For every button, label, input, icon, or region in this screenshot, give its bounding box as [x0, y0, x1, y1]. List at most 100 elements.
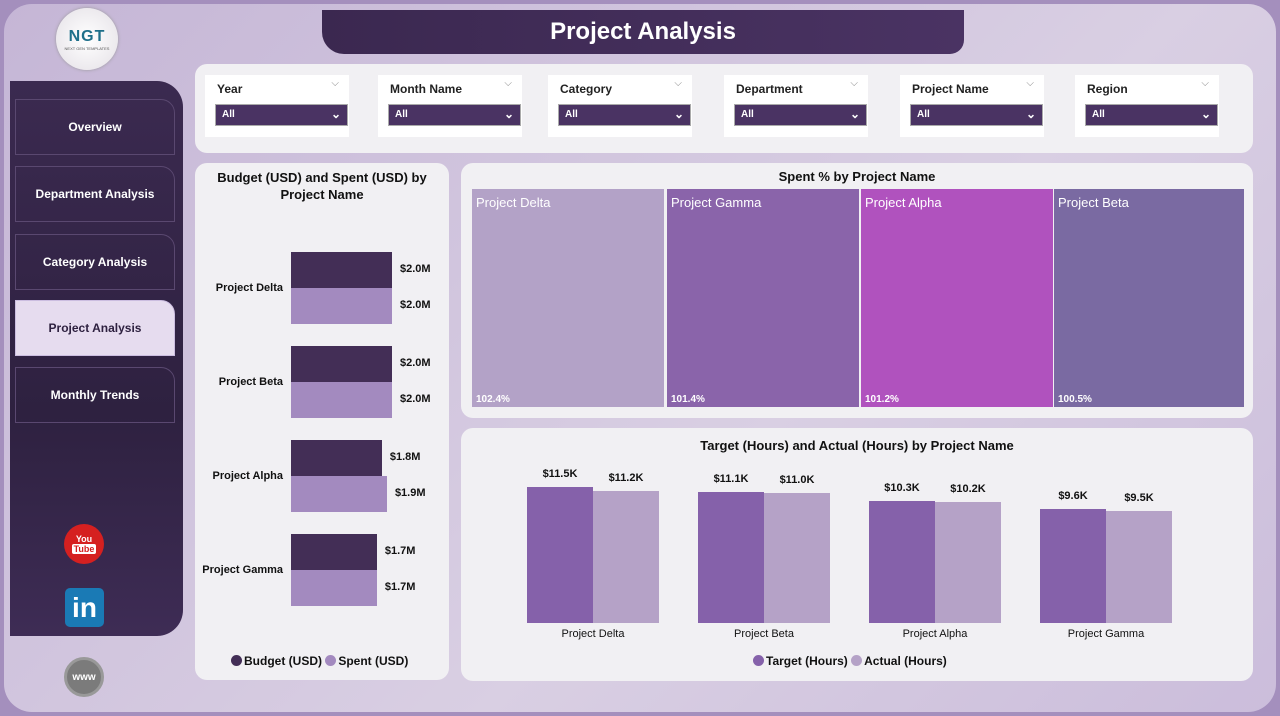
legend-spent-swatch — [325, 655, 337, 666]
tile-value: 101.2% — [865, 394, 899, 405]
nav-project-analysis[interactable]: Project Analysis — [15, 300, 175, 356]
treemap-tile[interactable]: Project Delta 102.4% — [472, 189, 664, 407]
column-target — [527, 486, 593, 623]
slicer-dropdown[interactable]: All ⌄ — [910, 104, 1043, 126]
column-actual — [935, 502, 1001, 623]
chart-title: Spent % by Project Name — [778, 169, 936, 184]
slicer-label: Year — [217, 82, 243, 96]
slicer-label: Project Name — [912, 82, 989, 96]
dropdown-value: All — [917, 109, 930, 120]
data-label: $10.3K — [884, 482, 920, 495]
tile-value: 100.5% — [1058, 394, 1092, 405]
data-label: $2.0M — [400, 357, 431, 369]
tile-label: Project Gamma — [671, 195, 762, 210]
legend: Budget (USD) Spent (USD) — [231, 654, 408, 668]
slicer-department[interactable]: Department ⌵ All ⌄ — [724, 75, 868, 137]
bar-spent — [291, 476, 387, 512]
chevron-down-icon[interactable]: ⌵ — [1026, 78, 1034, 89]
dropdown-value: All — [222, 109, 235, 120]
data-label: $11.1K — [713, 472, 749, 485]
data-label: $11.2K — [608, 471, 644, 484]
data-label: $1.7M — [384, 545, 416, 557]
legend-target-swatch — [753, 655, 764, 666]
tile-label: Project Delta — [476, 195, 551, 210]
data-label: $2.0M — [400, 299, 431, 311]
tile-value: 101.4% — [671, 394, 705, 405]
category-label: Project Beta — [734, 628, 794, 640]
chart-title: Target (Hours) and Actual (Hours) by Pro… — [700, 438, 1014, 453]
data-label: $11.5K — [542, 467, 578, 480]
data-label: $2.0M — [400, 393, 431, 405]
dropdown-value: All — [741, 109, 754, 120]
data-label: $2.0M — [400, 263, 431, 275]
slicer-project-name[interactable]: Project Name ⌵ All ⌄ — [900, 75, 1044, 137]
legend-budget-swatch — [231, 655, 242, 666]
column-actual — [1106, 510, 1172, 623]
bar-budget — [291, 440, 382, 476]
nav-category-analysis[interactable]: Category Analysis — [15, 234, 175, 290]
category-label: Project Gamma — [1067, 628, 1145, 640]
dropdown-value: All — [565, 109, 578, 120]
slicer-label: Category — [560, 82, 613, 96]
ngt-logo: NGT NEXT GEN TEMPLATES — [56, 8, 118, 70]
treemap-tile[interactable]: Project Gamma 101.4% — [667, 189, 859, 407]
column-actual — [593, 490, 659, 623]
slicer-label: Month Name — [390, 82, 462, 96]
chevron-down-icon: ⌄ — [1025, 107, 1036, 121]
globe-www-icon[interactable]: www — [64, 657, 104, 697]
data-label: $10.2K — [950, 483, 986, 496]
data-label: $9.5K — [1124, 491, 1154, 504]
data-label: $11.0K — [779, 473, 815, 486]
chevron-down-icon[interactable]: ⌵ — [504, 78, 512, 89]
page-title: Project Analysis — [322, 10, 964, 54]
category-label: Project Alpha — [212, 470, 284, 482]
bar-spent — [291, 382, 392, 418]
slicer-label: Department — [736, 82, 803, 96]
slicer-dropdown[interactable]: All ⌄ — [1085, 104, 1218, 126]
youtube-icon[interactable]: You Tube — [64, 524, 104, 564]
nav-department-analysis[interactable]: Department Analysis — [15, 166, 175, 222]
column-target — [869, 501, 935, 623]
slicer-dropdown[interactable]: All ⌄ — [734, 104, 867, 126]
data-label: $1.9M — [394, 487, 426, 499]
category-label: Project Gamma — [202, 564, 283, 576]
legend: Target (Hours) Actual (Hours) — [753, 654, 947, 668]
chevron-down-icon: ⌄ — [1200, 107, 1211, 121]
slicer-category[interactable]: Category ⌵ All ⌄ — [548, 75, 692, 137]
chevron-down-icon: ⌄ — [673, 107, 684, 121]
slicer-dropdown[interactable]: All ⌄ — [558, 104, 691, 126]
tile-label: Project Beta — [1058, 195, 1129, 210]
nav-monthly-trends[interactable]: Monthly Trends — [15, 367, 175, 423]
category-label: Project Delta — [215, 282, 283, 294]
slicer-year[interactable]: Year ⌵ All ⌄ — [205, 75, 349, 137]
data-label: $9.6K — [1058, 490, 1088, 503]
chevron-down-icon[interactable]: ⌵ — [331, 78, 339, 89]
slicer-dropdown[interactable]: All ⌄ — [215, 104, 348, 126]
chevron-down-icon: ⌄ — [503, 107, 514, 121]
chevron-down-icon[interactable]: ⌵ — [850, 78, 858, 89]
treemap-tile[interactable]: Project Alpha 101.2% — [861, 189, 1053, 407]
slicer-month-name[interactable]: Month Name ⌵ All ⌄ — [378, 75, 522, 137]
chart-title: Budget (USD) and Spent (USD) by Project … — [217, 170, 427, 202]
bar-budget — [291, 252, 392, 288]
category-label: Project Alpha — [902, 628, 968, 640]
category-label: Project Delta — [561, 628, 625, 640]
slicer-dropdown[interactable]: All ⌄ — [388, 104, 521, 126]
column-actual — [764, 492, 830, 623]
budget-spent-chart: Budget (USD) and Spent (USD) by Project … — [195, 163, 449, 680]
tile-label: Project Alpha — [865, 195, 942, 210]
chevron-down-icon[interactable]: ⌵ — [1201, 78, 1209, 89]
legend-actual-swatch — [851, 655, 863, 666]
dropdown-value: All — [395, 109, 408, 120]
bar-budget — [291, 346, 392, 382]
data-label: $1.8M — [389, 451, 421, 463]
data-label: $1.7M — [384, 581, 416, 593]
filter-panel: Year ⌵ All ⌄ Month Name ⌵ All ⌄ Category ⌵ All ⌄ Dep… — [195, 64, 1253, 153]
linkedin-icon[interactable]: in — [65, 588, 104, 627]
treemap-tile[interactable]: Project Beta 100.5% — [1054, 189, 1244, 407]
bar-budget — [291, 534, 377, 570]
chevron-down-icon[interactable]: ⌵ — [674, 78, 682, 89]
nav-overview[interactable]: Overview — [15, 99, 175, 155]
slicer-region[interactable]: Region ⌵ All ⌄ — [1075, 75, 1219, 137]
dropdown-value: All — [1092, 109, 1105, 120]
